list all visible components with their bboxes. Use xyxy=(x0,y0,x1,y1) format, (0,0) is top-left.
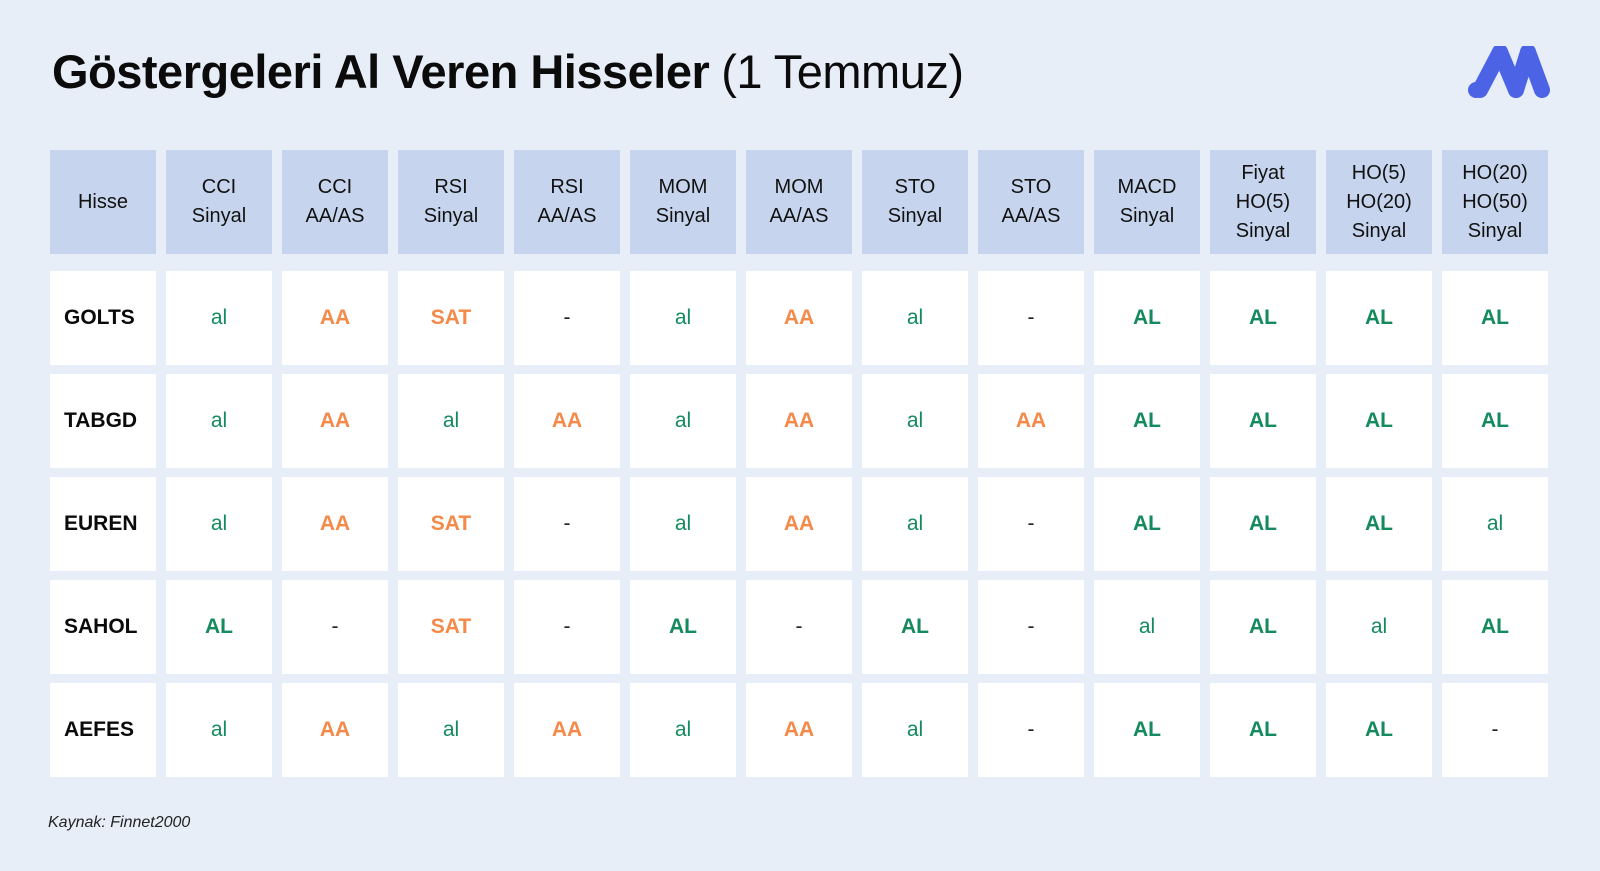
brand-logo-icon xyxy=(1466,44,1552,105)
signal-cell: AA xyxy=(978,374,1084,468)
signal-cell: al xyxy=(630,477,736,571)
signal-cell: AA xyxy=(746,271,852,365)
column-header: CCI AA/AS xyxy=(282,150,388,254)
signal-cell: AL xyxy=(1094,477,1200,571)
signal-cell: al xyxy=(630,683,736,777)
signal-cell: AA xyxy=(282,683,388,777)
column-header: Hisse xyxy=(50,150,156,254)
column-header: RSI Sinyal xyxy=(398,150,504,254)
column-header: MOM Sinyal xyxy=(630,150,736,254)
page-title-main: Göstergeleri Al Veren Hisseler xyxy=(52,45,710,98)
signal-cell: - xyxy=(514,580,620,674)
signal-cell: AA xyxy=(282,374,388,468)
column-header: MACD Sinyal xyxy=(1094,150,1200,254)
signal-cell: AA xyxy=(282,271,388,365)
signal-cell: SAT xyxy=(398,580,504,674)
signal-cell: SAT xyxy=(398,477,504,571)
signal-cell: - xyxy=(514,271,620,365)
signal-cell: AL xyxy=(1326,477,1432,571)
signal-cell: AL xyxy=(1094,683,1200,777)
signal-cell: AL xyxy=(1210,683,1316,777)
signal-cell: - xyxy=(978,271,1084,365)
signal-cell: AL xyxy=(862,580,968,674)
column-header: HO(5) HO(20) Sinyal xyxy=(1326,150,1432,254)
signal-cell: al xyxy=(1442,477,1548,571)
signal-cell: AL xyxy=(1094,374,1200,468)
signal-cell: al xyxy=(862,477,968,571)
signal-cell: AL xyxy=(1210,271,1316,365)
signal-cell: AL xyxy=(1094,271,1200,365)
signal-cell: AL xyxy=(1442,374,1548,468)
signal-cell: SAT xyxy=(398,271,504,365)
signal-cell: AL xyxy=(1326,271,1432,365)
signal-cell: AL xyxy=(1210,580,1316,674)
column-header: STO AA/AS xyxy=(978,150,1084,254)
column-header: RSI AA/AS xyxy=(514,150,620,254)
stock-name: SAHOL xyxy=(50,580,156,674)
signal-cell: - xyxy=(978,580,1084,674)
signal-cell: AL xyxy=(1326,683,1432,777)
signal-cell: AA xyxy=(746,477,852,571)
signal-cell: al xyxy=(166,683,272,777)
signal-cell: al xyxy=(166,271,272,365)
signal-cell: - xyxy=(282,580,388,674)
signal-cell: - xyxy=(978,683,1084,777)
stock-name: AEFES xyxy=(50,683,156,777)
signal-cell: al xyxy=(398,683,504,777)
signal-cell: - xyxy=(746,580,852,674)
source-note: Kaynak: Finnet2000 xyxy=(48,814,191,831)
signal-cell: AA xyxy=(746,683,852,777)
column-header: HO(20) HO(50) Sinyal xyxy=(1442,150,1548,254)
signal-cell: al xyxy=(630,271,736,365)
stock-name: GOLTS xyxy=(50,271,156,365)
signal-cell: AL xyxy=(1210,477,1316,571)
signal-cell: AL xyxy=(166,580,272,674)
signal-cell: AA xyxy=(282,477,388,571)
signal-cell: AL xyxy=(1442,580,1548,674)
signal-cell: al xyxy=(166,374,272,468)
column-header: STO Sinyal xyxy=(862,150,968,254)
signal-cell: - xyxy=(978,477,1084,571)
signal-cell: al xyxy=(166,477,272,571)
signal-cell: al xyxy=(862,271,968,365)
signal-cell: AL xyxy=(1442,271,1548,365)
signal-cell: al xyxy=(1326,580,1432,674)
page-title: Göstergeleri Al Veren Hisseler (1 Temmuz) xyxy=(52,44,964,99)
signal-cell: AA xyxy=(746,374,852,468)
column-header: MOM AA/AS xyxy=(746,150,852,254)
signal-cell: al xyxy=(862,683,968,777)
column-header: CCI Sinyal xyxy=(166,150,272,254)
signal-cell: al xyxy=(398,374,504,468)
signal-cell: al xyxy=(630,374,736,468)
signals-table: Hisse CCI Sinyal CCI AA/AS RSI Sinyal RSI AA… xyxy=(50,150,1548,777)
signal-cell: - xyxy=(514,477,620,571)
signal-cell: AL xyxy=(1326,374,1432,468)
signal-cell: AA xyxy=(514,683,620,777)
signal-cell: al xyxy=(1094,580,1200,674)
stock-name: TABGD xyxy=(50,374,156,468)
signal-cell: AL xyxy=(630,580,736,674)
signal-cell: AL xyxy=(1210,374,1316,468)
signal-cell: - xyxy=(1442,683,1548,777)
page-title-date: (1 Temmuz) xyxy=(721,45,964,98)
signal-cell: al xyxy=(862,374,968,468)
stock-name: EUREN xyxy=(50,477,156,571)
column-header: Fiyat HO(5) Sinyal xyxy=(1210,150,1316,254)
signal-cell: AA xyxy=(514,374,620,468)
